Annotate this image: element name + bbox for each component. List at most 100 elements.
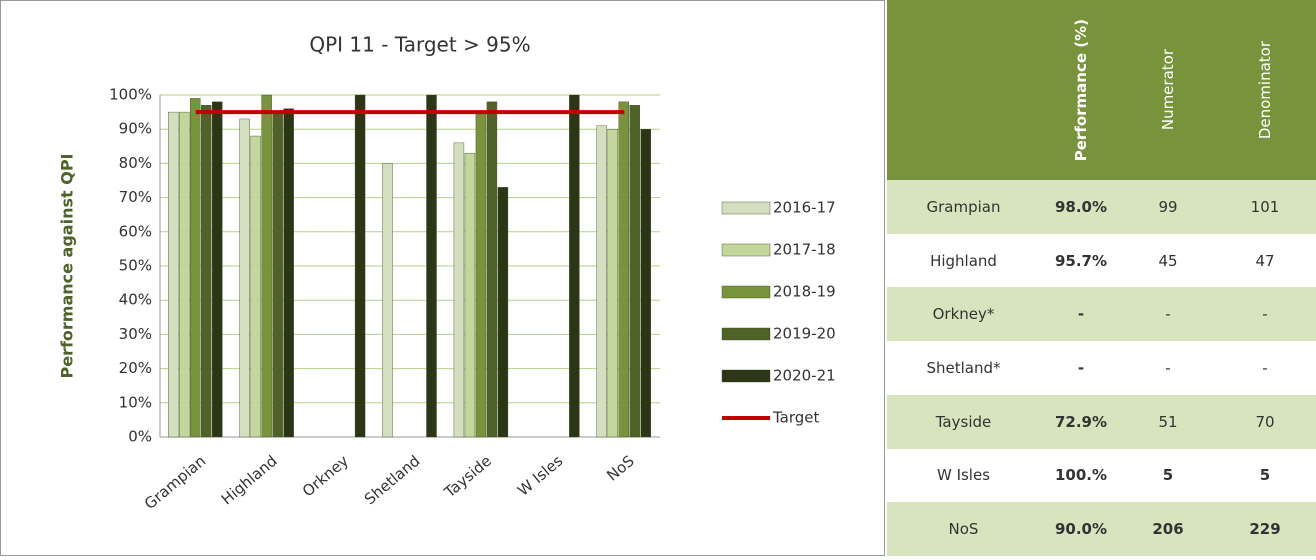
legend-label: 2019-20 [773,325,836,343]
table-cell: 98.0% [1040,180,1122,234]
table-cell: 229 [1214,502,1316,556]
bar [239,118,250,438]
table-cell-text: - [1262,358,1268,377]
x-tick-label: Tayside [440,452,495,502]
bar [250,135,261,438]
table-cell: Orkney* [887,287,1040,342]
bar [212,101,223,438]
bar [569,94,580,438]
bar [354,94,366,438]
bar [486,101,498,438]
legend-swatch [721,327,771,341]
table-cell: Tayside [887,394,1040,449]
table-cell: NoS [887,502,1040,556]
legend-label: 2018-19 [773,283,836,301]
table-cell-text: NoS [948,520,979,539]
bar [453,142,465,438]
table-cell: 99 [1122,180,1214,234]
header-cell-text: Denominator [1256,40,1274,140]
bar [464,152,476,438]
y-tick-label: 0% [128,428,152,446]
bar [497,187,509,438]
y-tick-label: 70% [119,188,152,206]
table-cell-text: - [1165,358,1171,377]
table-cell-text: 206 [1152,520,1184,539]
table-cell: 5 [1122,449,1214,503]
y-tick-label: 100% [109,86,152,104]
legend-label: Target [772,409,820,427]
x-tick-label: Grampian [141,452,209,513]
table-cell: 100.% [1040,449,1122,503]
table-cell: - [1122,341,1214,395]
table-cell: 95.7% [1040,234,1122,288]
table-cell-text: Tayside [935,412,992,431]
table-cell-text: - [1077,305,1085,324]
x-tick-label: Shetland [361,452,424,509]
header-cell-text: Numerator [1159,49,1177,131]
table-cell-text: - [1077,358,1085,377]
y-tick-label: 80% [119,154,152,172]
y-tick-label: 10% [119,393,152,411]
x-tick-label: NoS [603,452,637,485]
table-cell: - [1214,341,1316,395]
table-cell: W Isles [887,449,1040,503]
table-cell-text: 5 [1162,466,1174,485]
table-cell-text: 72.9% [1054,412,1108,431]
y-tick-label: 50% [119,257,152,275]
table-cell-text: 98.0% [1054,197,1108,216]
chart: QPI 11 - Target > 95% Performance agains… [0,0,885,556]
legend-label: 2017-18 [773,241,836,259]
table-cell-text: 99 [1158,197,1178,216]
y-tick-label: 40% [119,291,152,309]
table-cell-text: 51 [1158,412,1178,431]
bar [426,94,437,438]
table-cell-text: 90.0% [1054,520,1108,539]
table-cell: 5 [1214,449,1316,503]
bar [190,98,201,438]
table-cell: - [1214,287,1316,342]
bar [283,108,294,438]
y-axis-label: Performance against QPI [58,153,77,378]
header-cell-text: Performance (%) [1072,18,1090,162]
table: Performance (%) Numerator Denominator Gramp… [887,0,1316,556]
table-cell: - [1122,287,1214,342]
y-tick-label: 60% [119,222,152,240]
legend-swatch [721,243,771,257]
table-cell-text: - [1262,305,1268,324]
table-cell: 51 [1122,394,1214,449]
table-cell-text: 70 [1255,412,1275,431]
table-cell-text: Shetland* [926,358,1001,377]
table-cell-text: 101 [1250,197,1280,216]
header-cell [887,0,1040,180]
table-cell: Highland [887,234,1040,288]
legend-swatch [721,285,771,299]
table-cell: 206 [1122,502,1214,556]
bar [168,111,179,438]
bar [618,101,629,438]
bar [596,125,607,438]
bar [179,111,190,438]
table-cell: 45 [1122,234,1214,288]
header-cell: Performance (%) [1040,0,1122,180]
table-cell: - [1040,341,1122,395]
bar [607,128,618,438]
table-cell-text: 229 [1249,520,1281,539]
legend-label: 2020-21 [773,367,836,385]
table-cell-text: Orkney* [932,305,995,324]
bar [475,111,487,438]
table-cell-text: W Isles [936,466,991,485]
table-cell: 101 [1214,180,1316,234]
bar [382,163,393,438]
table-cell: - [1040,287,1122,342]
legend-label: 2016-17 [773,199,836,217]
table-cell-text: 5 [1259,466,1271,485]
x-tick-label: W Isles [514,452,566,500]
bar [629,105,640,438]
header-cell: Denominator [1214,0,1316,180]
table-cell-text: 100.% [1054,466,1108,485]
table-cell-text: 95.7% [1054,251,1108,270]
table-cell: 72.9% [1040,394,1122,449]
table-cell: 47 [1214,234,1316,288]
table-cell: 90.0% [1040,502,1122,556]
